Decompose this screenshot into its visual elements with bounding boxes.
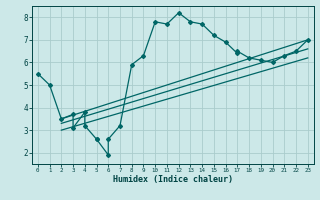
X-axis label: Humidex (Indice chaleur): Humidex (Indice chaleur) — [113, 175, 233, 184]
